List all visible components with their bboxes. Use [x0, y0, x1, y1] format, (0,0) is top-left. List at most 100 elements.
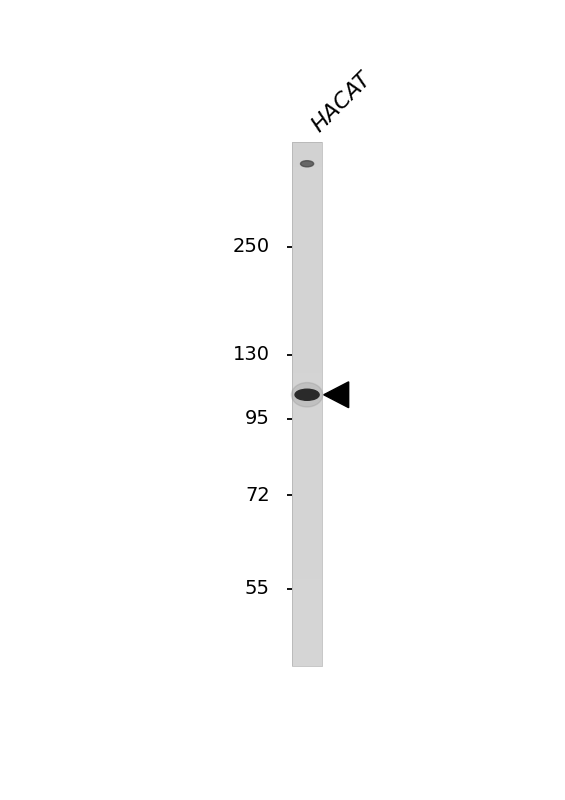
- Bar: [292, 274, 323, 277]
- Bar: [292, 257, 323, 259]
- Text: 250: 250: [233, 238, 270, 257]
- Text: 72: 72: [245, 486, 270, 505]
- Bar: [292, 654, 323, 657]
- Bar: [292, 266, 323, 268]
- Bar: [292, 276, 323, 278]
- Bar: [292, 606, 323, 608]
- Bar: [292, 641, 323, 643]
- Bar: [292, 613, 323, 615]
- Bar: [292, 194, 323, 196]
- Bar: [292, 607, 323, 610]
- Bar: [292, 588, 323, 590]
- Bar: [292, 391, 323, 394]
- Bar: [292, 626, 323, 629]
- Bar: [292, 422, 323, 425]
- Bar: [292, 520, 323, 522]
- Bar: [292, 489, 323, 491]
- Bar: [292, 486, 323, 488]
- Bar: [292, 199, 323, 202]
- Bar: [292, 475, 323, 478]
- Bar: [292, 618, 323, 621]
- Bar: [292, 625, 323, 627]
- Bar: [292, 208, 323, 210]
- Bar: [292, 638, 323, 640]
- Bar: [292, 152, 323, 154]
- Bar: [292, 285, 323, 287]
- Bar: [292, 578, 323, 580]
- Bar: [292, 419, 323, 422]
- Bar: [292, 663, 323, 666]
- Bar: [292, 366, 323, 369]
- Bar: [292, 384, 323, 386]
- Bar: [292, 218, 323, 221]
- Bar: [292, 400, 323, 402]
- Bar: [292, 143, 323, 146]
- Bar: [292, 602, 323, 605]
- Text: 130: 130: [233, 346, 270, 364]
- Bar: [292, 346, 323, 348]
- Bar: [292, 428, 323, 430]
- Bar: [292, 468, 323, 470]
- Bar: [292, 241, 323, 243]
- Bar: [292, 369, 323, 371]
- Bar: [292, 601, 323, 603]
- Bar: [292, 186, 323, 187]
- Bar: [292, 334, 323, 336]
- Bar: [292, 503, 323, 506]
- Bar: [292, 192, 323, 194]
- Bar: [292, 580, 323, 582]
- Bar: [292, 421, 323, 423]
- Bar: [292, 267, 323, 270]
- Bar: [292, 443, 323, 446]
- Bar: [292, 353, 323, 355]
- Bar: [292, 381, 323, 383]
- Bar: [292, 574, 323, 577]
- Bar: [292, 318, 323, 320]
- Bar: [292, 363, 323, 366]
- Bar: [292, 616, 323, 618]
- Bar: [292, 527, 323, 530]
- Bar: [292, 550, 323, 552]
- Bar: [292, 226, 323, 228]
- Bar: [292, 477, 323, 479]
- Bar: [292, 332, 323, 334]
- Bar: [292, 250, 323, 252]
- Bar: [292, 210, 323, 212]
- Bar: [292, 557, 323, 559]
- Bar: [292, 437, 323, 439]
- Bar: [292, 554, 323, 556]
- Bar: [292, 344, 323, 346]
- Bar: [292, 234, 323, 237]
- Bar: [292, 217, 323, 219]
- Bar: [292, 173, 323, 175]
- Ellipse shape: [295, 390, 319, 400]
- Bar: [292, 590, 323, 593]
- Bar: [292, 229, 323, 231]
- Ellipse shape: [292, 382, 323, 407]
- Bar: [292, 302, 323, 305]
- Bar: [292, 341, 323, 343]
- Bar: [292, 452, 323, 454]
- Bar: [292, 320, 323, 322]
- Bar: [292, 629, 323, 631]
- Bar: [292, 438, 323, 441]
- Bar: [292, 534, 323, 537]
- Bar: [292, 298, 323, 301]
- Bar: [292, 206, 323, 209]
- Bar: [292, 465, 323, 467]
- Bar: [292, 454, 323, 456]
- Bar: [292, 639, 323, 642]
- Bar: [292, 402, 323, 404]
- Bar: [292, 155, 323, 158]
- Bar: [292, 388, 323, 390]
- Bar: [292, 562, 323, 565]
- Bar: [292, 651, 323, 654]
- Bar: [292, 632, 323, 634]
- Bar: [292, 462, 323, 465]
- Bar: [292, 604, 323, 606]
- Bar: [292, 326, 323, 329]
- Bar: [292, 142, 323, 666]
- Bar: [292, 374, 323, 376]
- Bar: [292, 644, 323, 646]
- Bar: [292, 498, 323, 500]
